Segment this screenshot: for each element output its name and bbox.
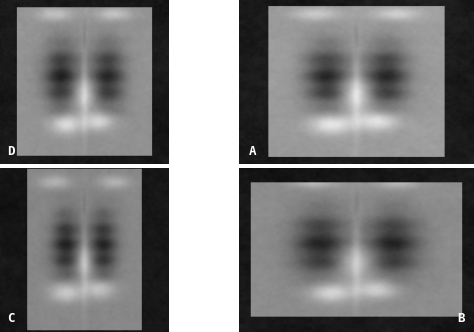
- Text: A: A: [249, 145, 256, 158]
- Text: B: B: [457, 312, 465, 325]
- Text: C: C: [7, 312, 14, 325]
- Text: D: D: [7, 145, 14, 158]
